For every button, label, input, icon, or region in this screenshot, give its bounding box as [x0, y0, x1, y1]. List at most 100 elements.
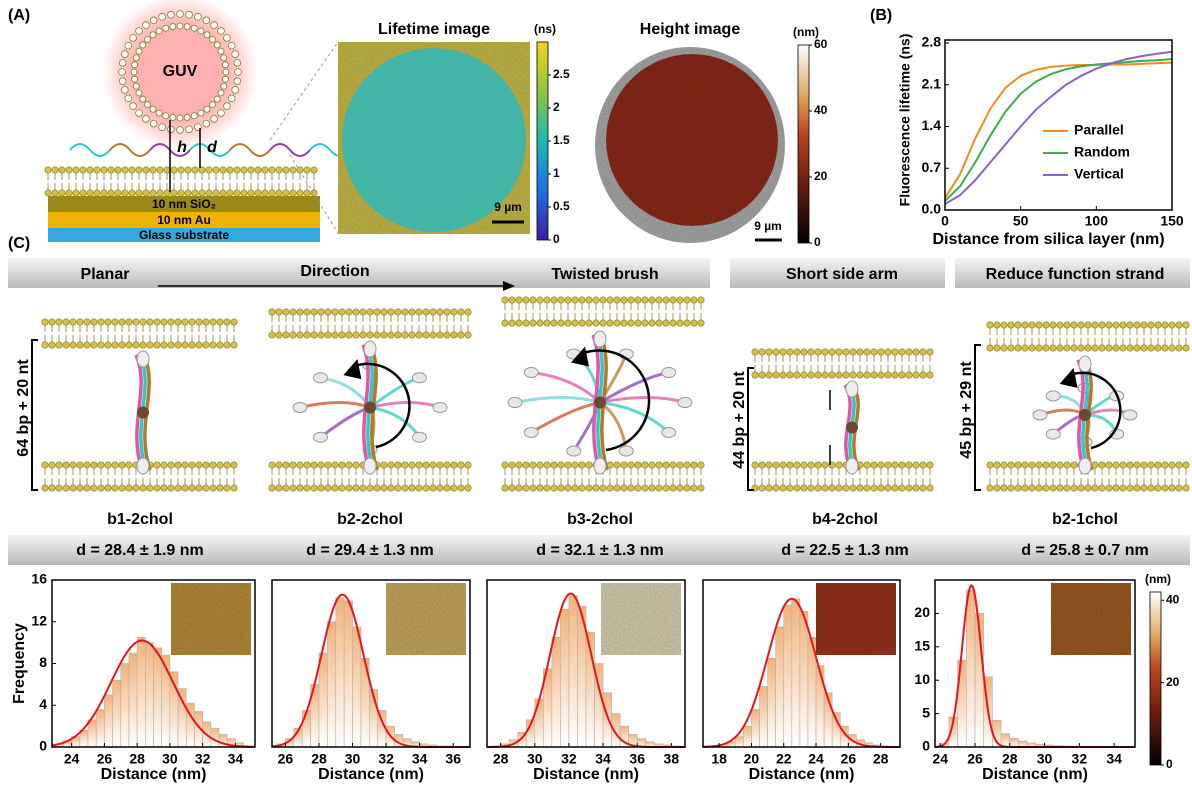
lipid-head: [388, 332, 394, 338]
lipid-head: [871, 372, 877, 378]
scale-bar-label: 9 µm: [494, 200, 522, 214]
lipid-head: [458, 332, 464, 338]
lipid-head: [143, 167, 149, 173]
lipid-head: [1029, 485, 1035, 491]
lipid-head: [544, 297, 550, 303]
lipid-head: [221, 55, 227, 61]
x-tick-label: 34: [228, 751, 244, 767]
lipid-head: [1141, 345, 1147, 351]
legend-label: Parallel: [1074, 122, 1124, 138]
lipid-head: [395, 485, 401, 491]
bar: [129, 653, 137, 747]
lipid-head: [147, 485, 153, 491]
cholesterol: [412, 432, 426, 442]
bar: [145, 643, 153, 747]
lipid-head: [170, 24, 176, 30]
lipid-head: [163, 25, 169, 31]
lipid-head: [84, 342, 90, 348]
core: [594, 397, 606, 409]
colorbar-unit: (ns): [534, 22, 556, 36]
lipid-head: [367, 309, 373, 315]
lipid-head: [203, 319, 209, 325]
lipid-head: [175, 485, 181, 491]
lipid-head: [1141, 485, 1147, 491]
lipid-head: [290, 190, 296, 196]
lipid-head: [1127, 462, 1133, 468]
y-tick-label: 2.1: [922, 75, 942, 91]
colorbar: [1150, 592, 1161, 765]
lipid-head: [801, 485, 807, 491]
lipid-head: [677, 462, 683, 468]
lipid-head: [628, 297, 634, 303]
y-tick-label: 0: [39, 738, 47, 754]
x-axis-label: Distance (nm): [533, 766, 639, 783]
lipid-head: [565, 485, 571, 491]
lipid-head: [42, 485, 48, 491]
lipid-head: [1029, 322, 1035, 328]
lipid-head: [558, 320, 564, 326]
lipid-head: [502, 462, 508, 468]
x-tick-label: 18: [711, 751, 727, 767]
lipid-head: [77, 462, 83, 468]
lipid-head: [105, 462, 111, 468]
lipid-head: [1057, 322, 1063, 328]
figure: (A) (B) (C) GUVhd10 nm SiO₂10 nm AuGlass…: [0, 0, 1192, 785]
lipid-head: [178, 190, 184, 196]
lipid-head: [140, 485, 146, 491]
lipid-head: [80, 190, 86, 196]
lipid-head: [516, 462, 522, 468]
lipid-head: [1057, 485, 1063, 491]
lipid-head: [801, 372, 807, 378]
lipid-head: [381, 462, 387, 468]
lipid-head: [465, 309, 471, 315]
distance-label: d = 32.1 ± 1.3 nm: [536, 542, 664, 559]
bar: [743, 726, 751, 747]
lipid-head: [231, 485, 237, 491]
lipid-head: [1099, 345, 1105, 351]
lipid-head: [73, 167, 79, 173]
lipid-head: [794, 349, 800, 355]
lipid-head: [132, 62, 138, 68]
lipid-head: [154, 342, 160, 348]
y-tick-label: 4: [39, 696, 47, 712]
dna-arm: [300, 403, 370, 408]
lipid-head: [878, 372, 884, 378]
lipid-head: [523, 462, 529, 468]
lipid-head: [297, 485, 303, 491]
lipid-head: [234, 167, 240, 173]
lipid-head: [332, 332, 338, 338]
lipid-head: [224, 342, 230, 348]
dna-arm: [531, 403, 600, 433]
lipid-head: [642, 485, 648, 491]
lipid-head: [698, 485, 704, 491]
lipid-head: [537, 485, 543, 491]
lipid-head: [864, 372, 870, 378]
lipid-head: [1176, 485, 1182, 491]
cholesterol: [364, 341, 376, 357]
lipid-head: [444, 332, 450, 338]
lipid-head: [182, 319, 188, 325]
lipid-head: [1050, 462, 1056, 468]
lipid-head: [203, 17, 210, 24]
lipid-head: [579, 297, 585, 303]
lipid-head: [465, 332, 471, 338]
construct-name: b4-2chol: [812, 511, 878, 528]
lipid-head: [122, 167, 128, 173]
lipid-head: [381, 309, 387, 315]
afm-inset: [816, 583, 896, 655]
lipid-head: [311, 462, 317, 468]
lipid-head: [885, 485, 891, 491]
lipid-head: [224, 35, 231, 42]
lipid-head: [1148, 322, 1154, 328]
lipid-head: [1036, 485, 1042, 491]
lipid-head: [892, 485, 898, 491]
arrow-head: [1060, 368, 1078, 388]
lipid-head: [451, 309, 457, 315]
lipid-head: [304, 332, 310, 338]
lipid-head: [586, 320, 592, 326]
lipid-head: [899, 372, 905, 378]
lipid-head: [1092, 322, 1098, 328]
lipid-head: [150, 167, 156, 173]
lipid-head: [572, 485, 578, 491]
x-tick-label: 28: [1002, 751, 1018, 767]
